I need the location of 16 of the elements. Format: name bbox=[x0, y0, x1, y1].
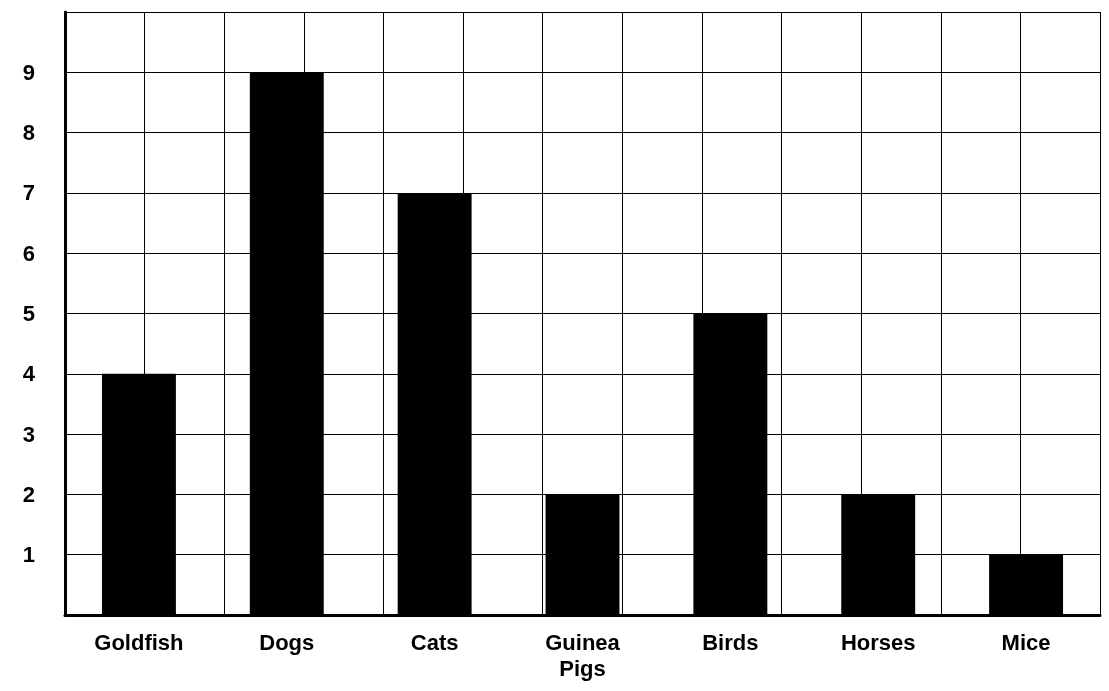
y-tick-label: 7 bbox=[22, 180, 35, 206]
x-tick-label: Guinea Pigs bbox=[545, 629, 621, 681]
y-tick-label: 2 bbox=[22, 481, 35, 507]
y-tick-label: 6 bbox=[22, 240, 35, 266]
y-tick-label: 9 bbox=[22, 59, 35, 85]
y-tick-label: 8 bbox=[22, 120, 35, 146]
x-tick-label: Cats bbox=[410, 629, 459, 655]
x-tick-label: Goldfish bbox=[94, 629, 184, 655]
x-tick-label: Birds bbox=[702, 629, 759, 655]
x-tick-label: Dogs bbox=[259, 629, 315, 655]
y-tick-label: 5 bbox=[22, 301, 35, 326]
x-tick-label: Horses bbox=[840, 629, 916, 655]
y-tick-label: 3 bbox=[22, 421, 35, 447]
y-tick-label: 4 bbox=[22, 361, 36, 387]
x-tick-label: Mice bbox=[1001, 629, 1051, 655]
y-tick-label: 1 bbox=[22, 542, 35, 568]
